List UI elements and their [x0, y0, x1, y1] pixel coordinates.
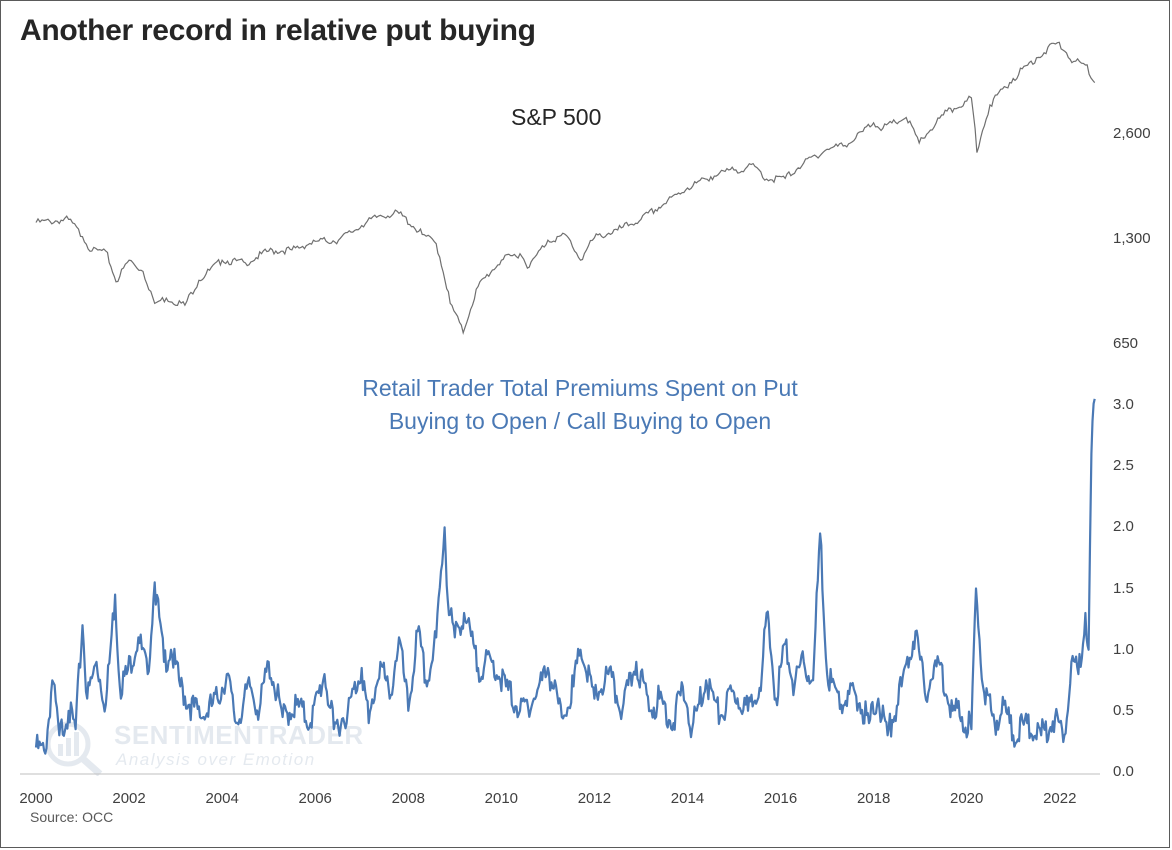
sp500-y-tick-label: 650	[1113, 335, 1139, 352]
x-tick-label: 2010	[484, 790, 519, 807]
sp500-y-tick-label: 2,600	[1113, 125, 1151, 142]
sp500-series-label: S&P 500	[511, 104, 602, 130]
x-tick-label: 2020	[950, 790, 984, 807]
x-tick-label: 2000	[19, 790, 53, 807]
chart-title: Another record in relative put buying	[20, 14, 536, 47]
x-tick-label: 2006	[298, 790, 332, 807]
ratio-y-tick-label: 1.0	[1113, 640, 1134, 658]
ratio-y-tick-label: 2.0	[1113, 518, 1134, 536]
x-tick-label: 2008	[391, 790, 425, 807]
watermark-subtext: Analysis over Emotion	[116, 750, 316, 769]
ratio-y-tick-label: 1.5	[1113, 579, 1134, 597]
put-call-ratio-line	[34, 398, 1096, 755]
x-tick-label: 2014	[670, 790, 705, 807]
x-tick-label: 2012	[577, 790, 612, 807]
source-note: Source: OCC	[30, 809, 114, 825]
x-tick-label: 2004	[205, 790, 239, 807]
x-tick-label: 2002	[112, 790, 146, 807]
ratio-y-tick-label: 0.0	[1113, 763, 1134, 780]
x-tick-label: 2022	[1043, 790, 1077, 807]
x-tick-label: 2018	[856, 790, 891, 807]
ratio-y-tick-label: 0.5	[1113, 701, 1134, 719]
x-tick-label: 2016	[763, 790, 798, 807]
put-call-series-label: Retail Trader Total Premiums Spent on Pu…	[362, 375, 798, 434]
sp500-line	[35, 41, 1096, 335]
sp500-y-tick-label: 1,300	[1113, 230, 1151, 247]
ratio-y-tick-label: 3.0	[1113, 396, 1134, 413]
ratio-y-tick-label: 2.5	[1113, 457, 1134, 475]
